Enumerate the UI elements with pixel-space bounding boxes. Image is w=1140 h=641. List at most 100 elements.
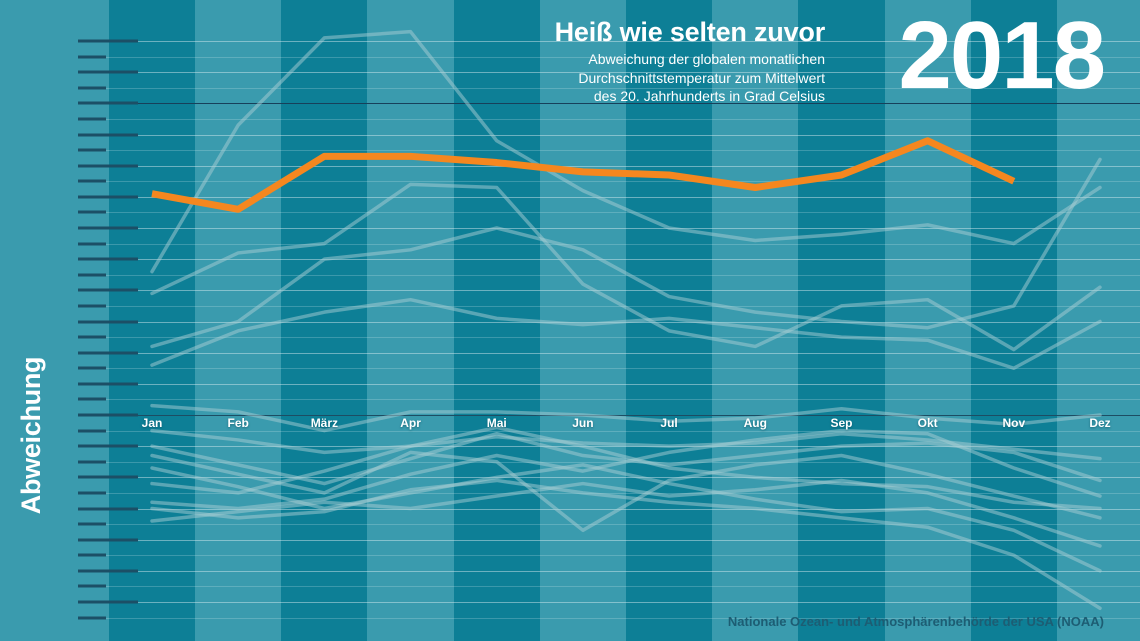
series-line-background [150, 157, 1102, 349]
gridline [106, 134, 1140, 136]
gridline-minor [106, 274, 1140, 276]
series-line-highlight [151, 137, 1016, 213]
gridline [106, 570, 1140, 572]
x-tick-label: Apr [400, 416, 421, 430]
gridline-minor [106, 399, 1140, 401]
y-tick-dash [78, 70, 138, 74]
series-line-background [150, 478, 1102, 610]
gridline-minor [106, 87, 1140, 89]
y-axis-ticks: 1,21,11,00,90,80,70,60,50,40,30,20,10,0-… [0, 0, 160, 641]
y-tick-dash [78, 444, 138, 448]
page-subtitle: Abweichung der globalen monatlichen Durc… [578, 51, 825, 105]
x-tick-label: Sep [830, 416, 853, 430]
y-tick-dash [78, 320, 138, 323]
y-tick-dash [78, 101, 138, 105]
y-tick-dash [78, 133, 138, 136]
background-band [281, 0, 368, 641]
y-tick-dash-minor [78, 522, 106, 526]
y-tick-dash-minor [78, 148, 106, 152]
x-tick-label: Jun [572, 416, 594, 430]
gridline [106, 352, 1140, 354]
y-tick-dash [78, 382, 138, 386]
x-tick-label: Feb [227, 416, 249, 430]
series-line-background [150, 450, 1102, 533]
series-line-background [150, 29, 1102, 274]
x-tick-label: Jul [660, 416, 678, 430]
source-attribution: Nationale Ozean- und Atmosphärenbehörde … [727, 614, 1104, 629]
x-tick-label: Mai [486, 416, 507, 430]
y-tick-dash-minor [78, 210, 106, 214]
background-band [970, 0, 1057, 641]
y-tick-dash-minor [78, 335, 106, 339]
gridline [106, 446, 1140, 448]
y-tick-dash [78, 351, 138, 355]
y-tick-dash-minor [78, 397, 106, 401]
gridline [106, 41, 1140, 42]
y-tick-dash [78, 569, 138, 573]
title-block: Heiß wie selten zuvor Abweichung der glo… [490, 17, 826, 106]
gridline [106, 415, 1140, 416]
series-line-background [150, 425, 1102, 511]
gridline-minor [106, 212, 1140, 214]
y-tick-dash [78, 538, 138, 542]
series-line-background [150, 478, 1102, 548]
y-tick-dash-minor [78, 179, 106, 183]
y-tick-dash-minor [78, 584, 106, 588]
x-tick-label: Aug [743, 416, 767, 430]
y-tick-dash [78, 164, 138, 168]
series-line-background [150, 428, 1102, 511]
gridline [106, 259, 1140, 261]
y-tick-dash-minor [78, 616, 106, 620]
y-tick-dash [78, 413, 138, 417]
y-tick-dash [78, 475, 138, 479]
gridline [106, 72, 1140, 74]
y-tick-dash-minor [78, 491, 106, 495]
gridline-minor [106, 586, 1140, 588]
y-tick-dash [78, 39, 138, 43]
gridline-minor [106, 368, 1140, 370]
gridline-minor [106, 492, 1140, 494]
page-title: Heiß wie selten zuvor [554, 17, 826, 47]
series-line-background [150, 297, 1102, 370]
x-tick-label: Okt [917, 416, 938, 430]
y-tick-dash-minor [78, 273, 106, 277]
gridline [106, 196, 1140, 198]
y-tick-dash-minor [78, 429, 106, 433]
y-tick-dash [78, 288, 138, 292]
y-tick-dash [78, 600, 138, 604]
gridline-minor [106, 617, 1140, 619]
gridline-minor [106, 181, 1140, 183]
gridline [106, 602, 1140, 603]
y-tick-dash [78, 257, 138, 261]
x-tick-label: März [310, 416, 339, 430]
series-line-background [150, 182, 1102, 352]
series-line-background [150, 403, 1102, 433]
gridline-minor [106, 430, 1140, 432]
x-tick-label: Dez [1089, 416, 1111, 430]
gridline [106, 228, 1140, 229]
gridline-minor [106, 150, 1140, 152]
gridline [106, 477, 1140, 479]
gridline [106, 290, 1140, 292]
y-tick-dash-minor [78, 366, 106, 370]
gridline-minor [106, 56, 1140, 58]
gridline-minor [106, 337, 1140, 339]
y-tick-dash-minor [78, 55, 106, 59]
y-tick-dash [78, 226, 138, 230]
gridline-minor [106, 555, 1140, 557]
year-badge: 2018 [898, 2, 1106, 109]
x-tick-label: Nov [1002, 416, 1026, 430]
y-tick-dash-minor [78, 86, 106, 90]
gridline-minor [106, 524, 1140, 526]
y-tick-dash [78, 507, 138, 510]
y-tick-dash-minor [78, 460, 106, 464]
series-line-background [150, 428, 1102, 461]
y-tick-dash-minor [78, 553, 106, 557]
gridline-minor [106, 243, 1140, 245]
y-axis-title: Abweichung [16, 356, 46, 515]
x-tick-label: Jan [141, 416, 163, 430]
